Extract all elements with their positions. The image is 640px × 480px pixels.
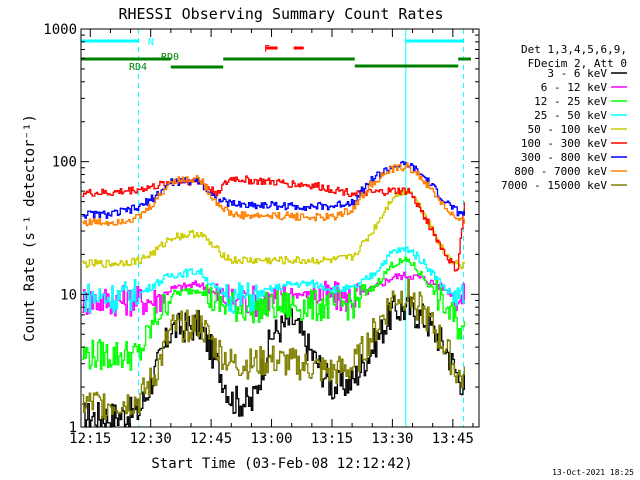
legend-entry-label: 300 - 800 keV [521, 151, 607, 164]
y-tick-label: 1 [69, 420, 77, 436]
interval-markers [80, 29, 465, 427]
legend-header-line: Det 1,3,4,5,6,9, [521, 43, 627, 56]
y-tick-label: 1000 [43, 22, 77, 38]
series-line [82, 271, 465, 317]
legend-entry-label: 12 - 25 keV [534, 95, 607, 108]
y-tick-label: 10 [60, 287, 77, 303]
series-line [82, 162, 465, 227]
legend: Det 1,3,4,5,6,9,FDecim 2, Att 03 - 6 keV… [501, 43, 627, 192]
x-tick-label: 12:45 [190, 431, 232, 447]
series-line [82, 188, 465, 270]
flag-bars: N F RD0 RD4 [81, 37, 471, 73]
series-line [82, 246, 465, 314]
series-layer [82, 160, 465, 428]
x-tick-label: 13:15 [311, 431, 353, 447]
legend-entry-label: 3 - 6 keV [547, 67, 607, 80]
legend-entry-label: 25 - 50 keV [534, 109, 607, 122]
series-line [82, 278, 465, 420]
series-line [82, 294, 465, 428]
series-line [82, 160, 465, 219]
x-tick-label: 12:15 [69, 431, 111, 447]
flag-label: RD4 [129, 62, 147, 73]
x-axis-label: Start Time (03-Feb-08 12:12:42) [151, 456, 412, 472]
legend-entry-label: 100 - 300 keV [521, 137, 607, 150]
axes: 12:15 12:30 12:45 13:00 13:15 13:30 13:45 1 10 10… [43, 22, 479, 447]
chart-title: RHESSI Observing Summary Count Rates [118, 5, 443, 23]
series-line [82, 256, 465, 371]
legend-entry-label: 7000 - 15000 keV [501, 179, 607, 192]
flag-label: N [148, 37, 154, 48]
legend-header-line: FDecim 2, Att 0 [528, 57, 627, 70]
x-tick-label: 13:45 [432, 431, 474, 447]
x-tick-label: 12:30 [130, 431, 172, 447]
footer-date: 13-Oct-2021 18:25 [552, 468, 634, 477]
flag-label: RD0 [161, 52, 179, 63]
y-tick-label: 100 [52, 155, 77, 171]
y-axis-label: Count Rate (s⁻¹ detector⁻¹) [22, 114, 38, 342]
x-tick-label: 13:30 [371, 431, 413, 447]
legend-entry-label: 50 - 100 keV [528, 123, 608, 136]
legend-entry-label: 6 - 12 keV [541, 81, 608, 94]
plot-frame [80, 28, 480, 428]
legend-entry-label: 800 - 7000 keV [514, 165, 607, 178]
series-line [82, 175, 465, 272]
x-tick-label: 13:00 [250, 431, 292, 447]
flag-label: F [264, 44, 270, 55]
